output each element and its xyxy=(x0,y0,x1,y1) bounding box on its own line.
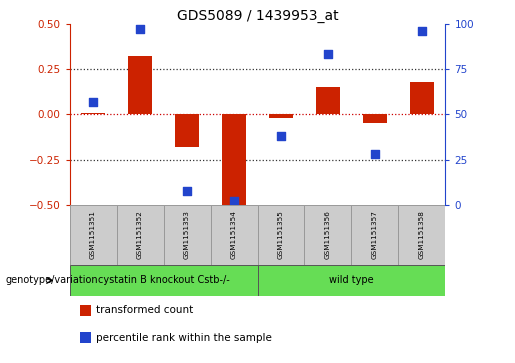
Title: GDS5089 / 1439953_at: GDS5089 / 1439953_at xyxy=(177,9,338,23)
Text: GSM1151358: GSM1151358 xyxy=(419,211,425,260)
Text: cystatin B knockout Cstb-/-: cystatin B knockout Cstb-/- xyxy=(98,276,229,285)
Text: genotype/variation: genotype/variation xyxy=(5,276,98,285)
Text: GSM1151357: GSM1151357 xyxy=(372,211,378,260)
Point xyxy=(277,133,285,139)
Text: GSM1151356: GSM1151356 xyxy=(325,211,331,260)
Text: GSM1151354: GSM1151354 xyxy=(231,211,237,260)
Bar xyxy=(211,205,258,265)
Point xyxy=(324,52,332,57)
Text: transformed count: transformed count xyxy=(96,305,194,315)
Bar xyxy=(70,205,116,265)
Text: wild type: wild type xyxy=(329,276,374,285)
Bar xyxy=(128,56,152,114)
Text: GSM1151353: GSM1151353 xyxy=(184,211,190,260)
Text: GSM1151352: GSM1151352 xyxy=(137,211,143,260)
Bar xyxy=(316,87,340,114)
Point xyxy=(136,26,144,32)
Bar xyxy=(363,114,387,123)
Bar xyxy=(258,205,304,265)
Text: GSM1151355: GSM1151355 xyxy=(278,211,284,260)
Bar xyxy=(70,265,258,296)
Bar xyxy=(304,205,352,265)
Bar xyxy=(222,114,246,205)
Bar xyxy=(81,113,105,114)
Bar xyxy=(352,205,399,265)
Bar xyxy=(258,265,445,296)
Bar xyxy=(116,205,164,265)
Bar xyxy=(399,205,445,265)
Text: GSM1151351: GSM1151351 xyxy=(90,211,96,260)
Bar xyxy=(175,114,199,147)
Point xyxy=(183,188,191,193)
Point xyxy=(371,151,379,157)
Bar xyxy=(410,82,434,114)
Point xyxy=(418,28,426,34)
Bar xyxy=(164,205,211,265)
Bar xyxy=(269,114,293,118)
Point xyxy=(89,99,97,105)
Point xyxy=(230,199,238,204)
Text: percentile rank within the sample: percentile rank within the sample xyxy=(96,333,272,343)
